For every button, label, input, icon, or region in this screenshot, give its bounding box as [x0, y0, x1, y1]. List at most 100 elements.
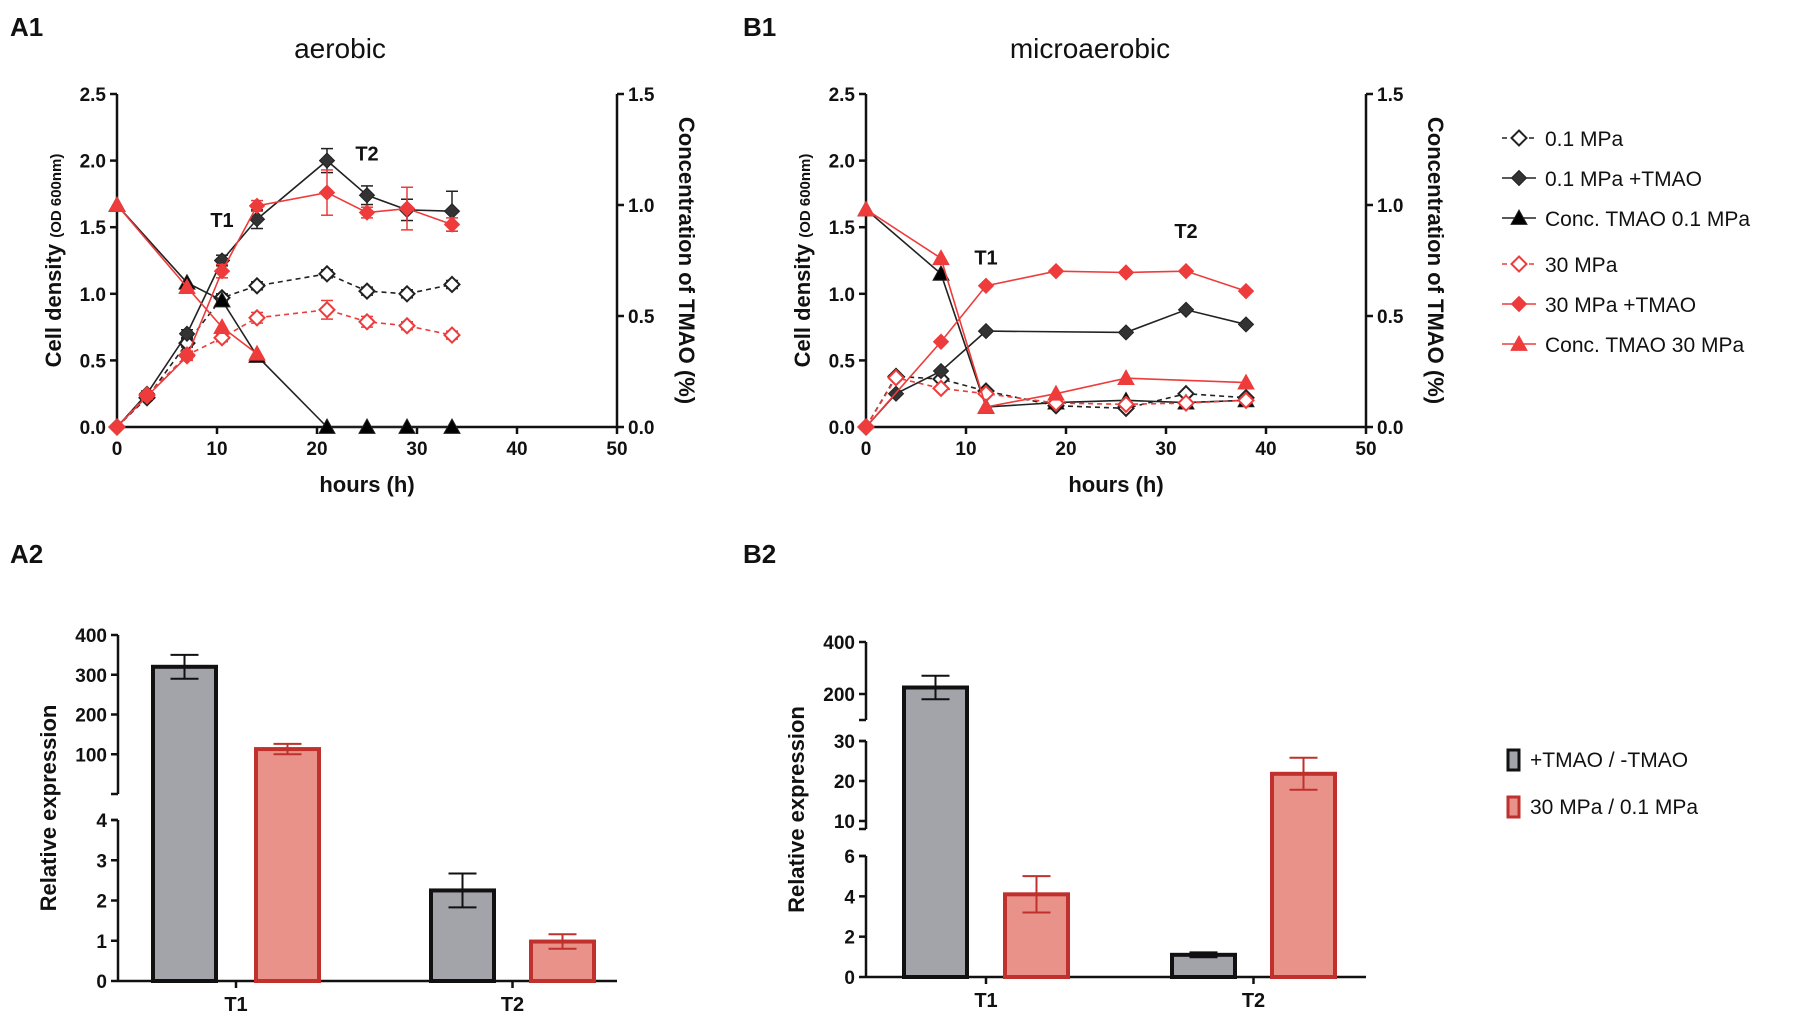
bar-chart-aerobic-expression: 0 1 2 3 4 100 200 300 400 T1 T2 Relative expression — [36, 626, 617, 1011]
panel-letter-a1: A1 — [10, 12, 43, 42]
y-tick-label: 1 — [96, 932, 107, 953]
legend-label: Conc. TMAO 0.1 MPa — [1545, 208, 1750, 231]
y-right-tick-label: 0.0 — [628, 418, 654, 439]
y-tick-label: 1.5 — [829, 218, 856, 239]
y-axis-title: Cell density (OD 600nm) — [41, 154, 66, 368]
series-line — [116, 191, 453, 428]
bar-series-ratio_tmao — [151, 653, 496, 983]
data-point — [1237, 391, 1255, 410]
y-tick-label: 0.0 — [829, 418, 855, 439]
y-tick-label: 6 — [844, 847, 855, 868]
y-tick-label: 0.5 — [829, 351, 856, 372]
legend-marker — [1510, 129, 1528, 147]
data-point — [398, 284, 416, 303]
series-f — [108, 195, 266, 361]
y-right-tick-label: 0.5 — [628, 307, 655, 328]
y-axis-title: Cell density (OD 600nm) — [790, 154, 815, 368]
legend-item-4: 30 MPa +TMAO — [1502, 294, 1696, 317]
series-e — [108, 169, 461, 436]
line-legend: 0.1 MPa 0.1 MPa +TMAO Conc. TMAO 0.1 MPa… — [1502, 128, 1750, 357]
data-point — [318, 300, 336, 319]
bar — [151, 664, 218, 983]
x-category-label: T1 — [974, 990, 997, 1011]
legend-label: 30 MPa — [1545, 254, 1618, 277]
x-axis-title: hours (h) — [1068, 472, 1163, 497]
legend-label: Conc. TMAO 30 MPa — [1545, 334, 1745, 357]
data-point — [443, 275, 461, 294]
legend-marker — [1510, 208, 1528, 225]
data-point — [108, 418, 126, 436]
x-tick-label: 50 — [1355, 439, 1376, 460]
legend-label: 30 MPa +TMAO — [1545, 294, 1696, 317]
series-line — [116, 204, 452, 428]
data-point — [932, 249, 950, 266]
y-tick-label: 1.0 — [829, 285, 855, 306]
bar-legend: +TMAO / -TMAO 30 MPa / 0.1 MPa — [1506, 748, 1698, 819]
y-right-tick-label: 1.0 — [1377, 196, 1403, 217]
bar-series-ratio_pressure — [1003, 756, 1337, 979]
bar-series-ratio_pressure — [254, 742, 596, 984]
data-point — [178, 278, 196, 295]
y-tick-label: 4 — [844, 887, 855, 908]
panel-title-b1: microaerobic — [1010, 33, 1170, 64]
bar-series-ratio_tmao — [902, 674, 1237, 979]
data-point — [248, 197, 266, 215]
series-line — [865, 376, 1247, 428]
y-right-tick-label: 0.5 — [1377, 307, 1404, 328]
y-axis-title: Relative expression — [36, 705, 61, 912]
legend-label: 0.1 MPa +TMAO — [1545, 168, 1702, 191]
y-axis-title-right: Concentration of TMAO (%) — [674, 117, 699, 404]
legend-label: +TMAO / -TMAO — [1530, 749, 1688, 772]
y-tick-label: 0.0 — [80, 418, 106, 439]
y-tick-label: 1.5 — [80, 218, 107, 239]
y-tick-label: 30 — [834, 732, 855, 753]
data-point — [932, 379, 950, 398]
data-point — [1237, 282, 1255, 300]
x-tick-label: 10 — [955, 439, 976, 460]
legend-marker — [1510, 255, 1528, 273]
legend-swatch-pressure — [1506, 795, 1521, 819]
data-point — [213, 291, 231, 308]
x-category-label: T1 — [224, 994, 247, 1011]
data-point — [248, 308, 266, 327]
y-tick-label: 100 — [75, 745, 107, 766]
panel-letter-b2: B2 — [743, 539, 776, 569]
y-tick-label: 1.0 — [80, 285, 106, 306]
data-point — [318, 264, 336, 283]
y-axis-title-right: Concentration of TMAO (%) — [1423, 117, 1448, 404]
y-tick-label: 400 — [823, 633, 855, 654]
legend-swatch-tmao — [1506, 748, 1521, 772]
data-point — [977, 277, 995, 295]
data-point — [213, 262, 231, 280]
panel-letter-a2: A2 — [10, 539, 43, 569]
data-point — [358, 417, 376, 434]
x-tick-label: 30 — [406, 439, 427, 460]
y-tick-label: 2.5 — [829, 85, 856, 106]
x-tick-label: 10 — [206, 439, 227, 460]
legend-label: 0.1 MPa — [1545, 128, 1624, 151]
line-chart-microaerobic: 0 10 20 30 40 500.00.51.01.52.02.50.00.51.01.… — [790, 85, 1448, 497]
legend-item-3: 30 MPa — [1502, 254, 1618, 277]
data-point — [213, 318, 231, 334]
x-category-label: T2 — [501, 994, 524, 1011]
y-tick-label: 2.0 — [829, 152, 855, 173]
y-right-tick-label: 0.0 — [1377, 418, 1403, 439]
time-marker-t2: T2 — [355, 144, 378, 166]
data-point — [138, 388, 156, 405]
y-tick-label: 300 — [75, 666, 107, 687]
data-point — [1177, 262, 1195, 280]
data-point — [178, 325, 196, 342]
data-point — [443, 216, 461, 233]
data-point — [318, 152, 336, 169]
series-a — [108, 264, 461, 436]
data-point — [1047, 384, 1065, 401]
x-tick-label: 30 — [1155, 439, 1176, 460]
x-tick-label: 20 — [306, 439, 327, 460]
data-point — [398, 316, 416, 335]
y-tick-label: 2.5 — [80, 85, 107, 106]
x-axis-title: hours (h) — [319, 472, 414, 497]
x-tick-label: 0 — [112, 439, 123, 460]
data-point — [248, 344, 266, 361]
data-point — [1047, 262, 1065, 280]
y-tick-label: 200 — [75, 706, 107, 727]
